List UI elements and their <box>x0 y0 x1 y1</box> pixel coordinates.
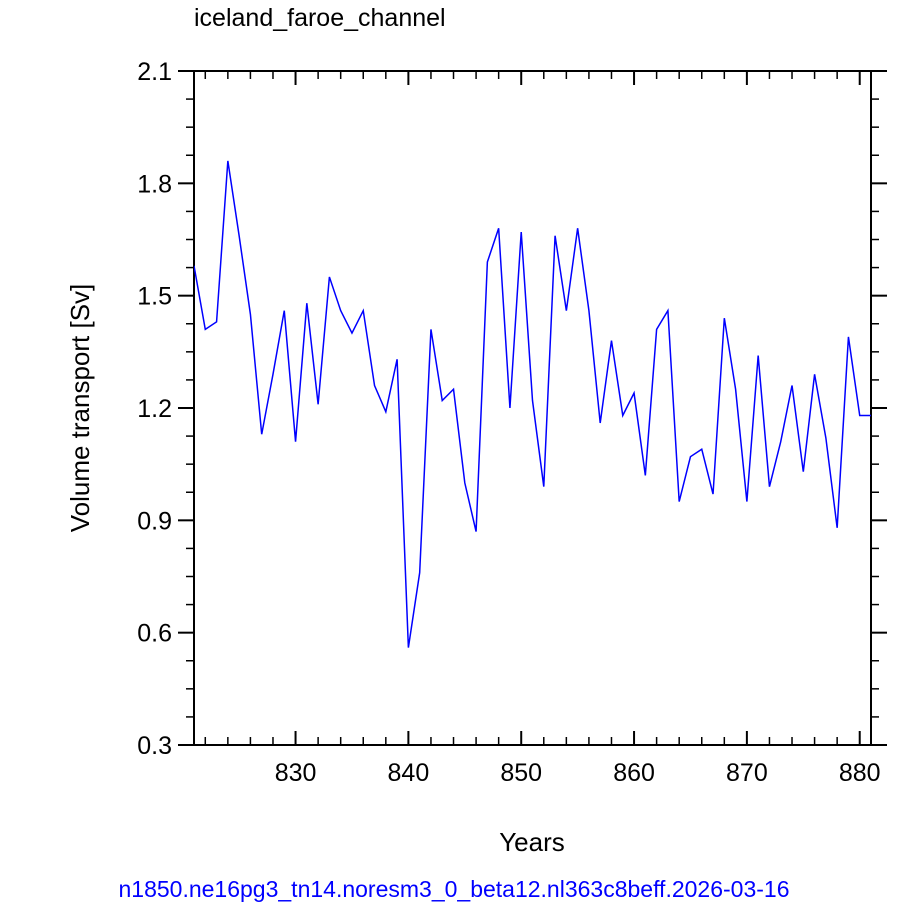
y-axis-label: Volume transport [Sv] <box>65 284 95 533</box>
plot-area <box>193 70 872 746</box>
y-tick-label: 0.3 <box>137 732 172 760</box>
x-tick-label: 870 <box>726 759 768 787</box>
y-tick-label: 0.6 <box>137 620 172 648</box>
y-tick-label: 2.1 <box>137 58 172 86</box>
x-axis-label: Years <box>499 827 565 857</box>
series-line <box>194 160 871 648</box>
x-tick-label: 840 <box>388 759 430 787</box>
x-tick-label: 850 <box>500 759 542 787</box>
x-tick-label: 860 <box>613 759 655 787</box>
y-axis: 0.3 0.6 0.9 1.2 1.5 1.8 2.1 <box>137 58 887 760</box>
series-group <box>194 160 871 648</box>
plot-border <box>193 70 872 746</box>
x-axis: 830 840 850 860 870 880 <box>275 71 881 787</box>
footer-run-id: n1850.ne16pg3_tn14.noresm3_0_beta12.nl36… <box>119 876 790 902</box>
x-tick-label: 830 <box>275 759 317 787</box>
y-minor-ticks <box>186 98 879 718</box>
y-tick-label: 1.2 <box>137 395 172 423</box>
y-tick-label: 1.5 <box>137 283 172 311</box>
chart-title: iceland_faroe_channel <box>194 4 446 32</box>
x-tick-label: 880 <box>839 759 881 787</box>
y-tick-label: 1.8 <box>137 170 172 198</box>
x-minor-ticks <box>204 71 838 745</box>
y-tick-label: 0.9 <box>137 507 172 535</box>
